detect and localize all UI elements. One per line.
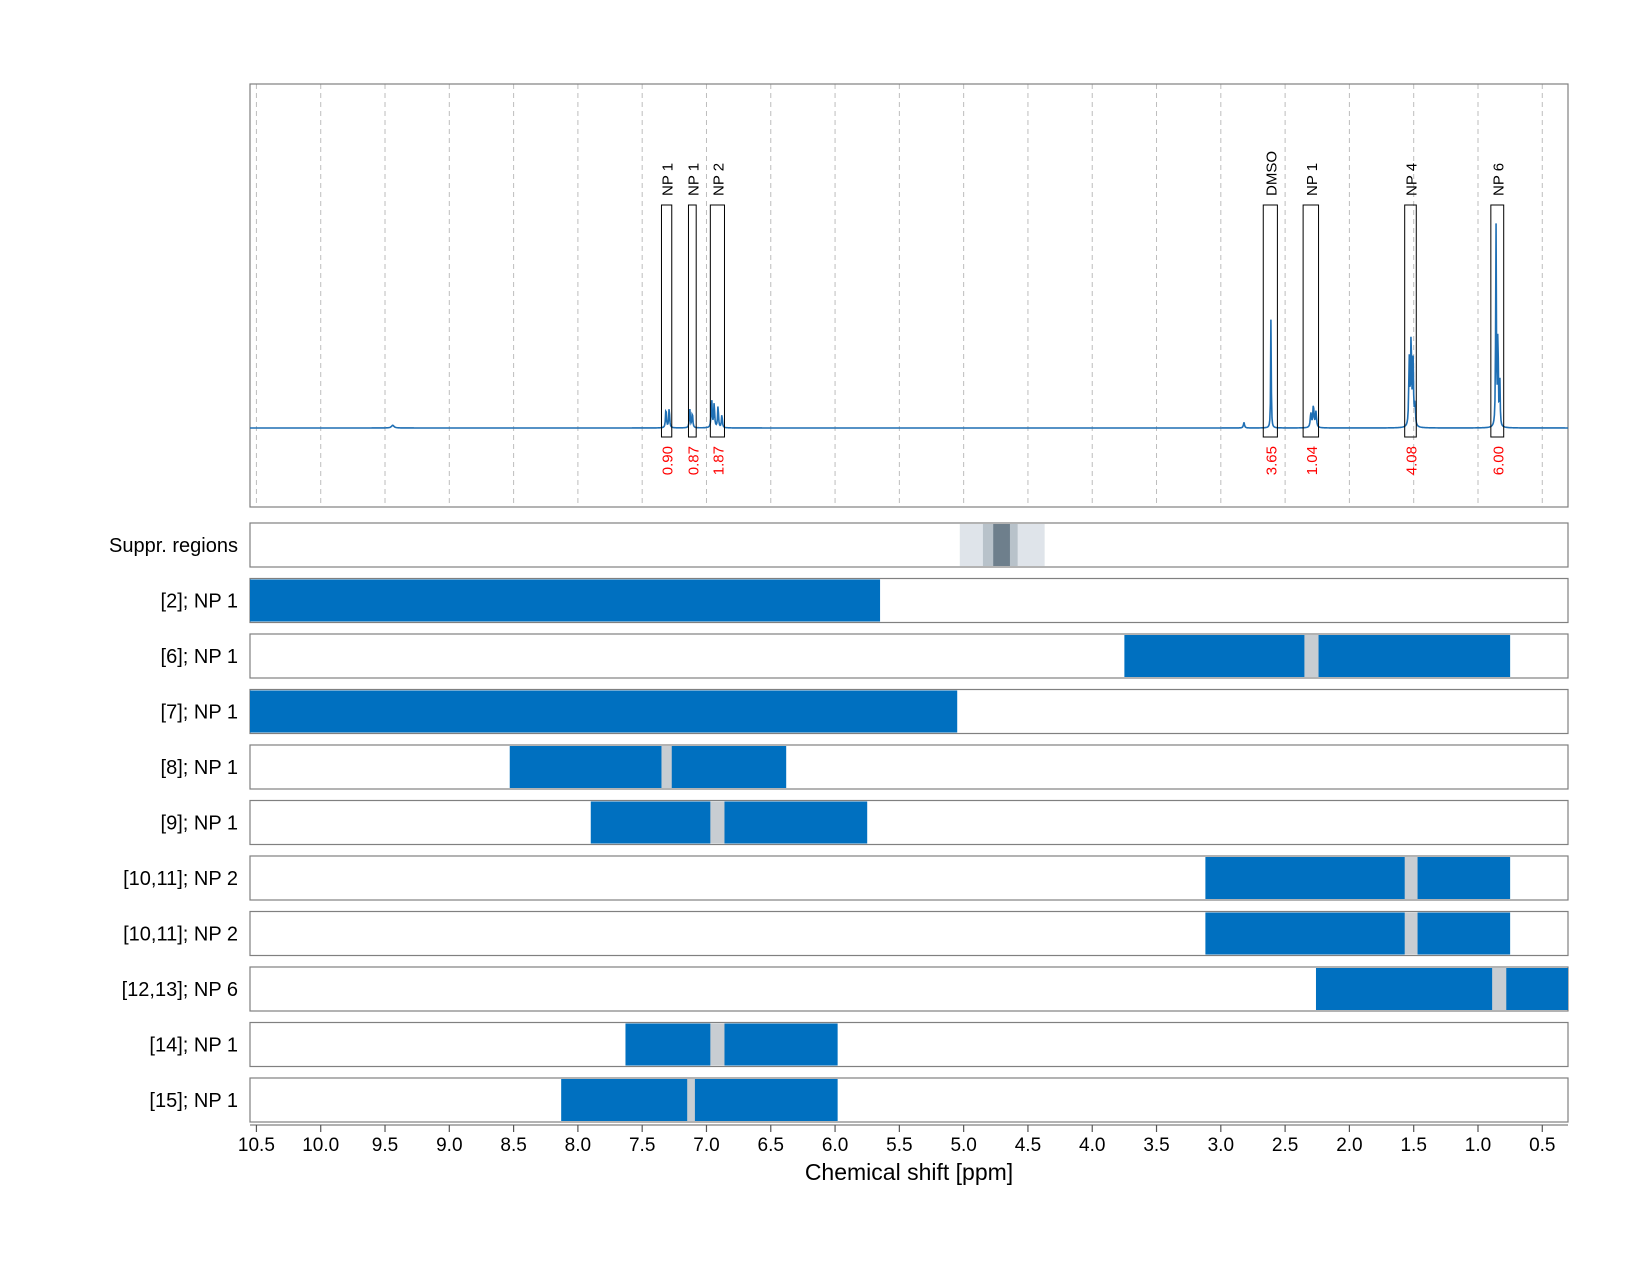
peak-region-label: NP 1: [685, 163, 702, 196]
range-bar: [250, 690, 958, 733]
peak-region-label: NP 1: [1304, 163, 1321, 196]
x-tick-label: 2.5: [1272, 1135, 1298, 1156]
x-tick-label: 3.0: [1208, 1135, 1234, 1156]
x-tick-label: 8.0: [565, 1135, 591, 1156]
range-gap: [1404, 857, 1418, 899]
row-label: Suppr. regions: [109, 535, 238, 557]
peak-region-label: NP 2: [710, 163, 727, 196]
range-gap: [1304, 635, 1319, 677]
x-tick-label: 9.5: [372, 1135, 398, 1156]
x-tick-label: 0.5: [1529, 1135, 1555, 1156]
peak-region-box: [709, 204, 725, 438]
range-bar: [1205, 857, 1511, 899]
integral-label: 1.87: [710, 446, 727, 475]
row-frame: [249, 1021, 1569, 1068]
x-tick-label: 5.5: [886, 1135, 912, 1156]
spectrum-frame: [249, 83, 1569, 508]
range-bar: [1205, 912, 1511, 955]
integral-label: 6.00: [1490, 446, 1507, 475]
peak-region-box: [1404, 204, 1417, 438]
range-gap: [661, 746, 672, 788]
x-tick-label: 6.5: [758, 1135, 784, 1156]
x-tick-label: 10.5: [238, 1135, 275, 1156]
x-tick-label: 8.5: [500, 1135, 526, 1156]
range-gap: [1404, 912, 1418, 955]
row-frame: [249, 799, 1569, 846]
row-label: [7]; NP 1: [161, 702, 238, 724]
x-tick-label: 9.0: [436, 1135, 462, 1156]
x-tick-label: 5.0: [950, 1135, 976, 1156]
integral-label: 3.65: [1263, 446, 1280, 475]
range-bar: [625, 1023, 838, 1066]
range-gap: [687, 1079, 695, 1121]
row-label: [9]; NP 1: [161, 813, 238, 835]
x-tick-label: 3.5: [1143, 1135, 1169, 1156]
row-label: [6]; NP 1: [161, 646, 238, 668]
row-frame: [249, 744, 1569, 790]
range-bar: [590, 801, 868, 844]
range-bar: [1315, 968, 1568, 1010]
peak-region-box: [660, 204, 673, 438]
x-tick-label: 7.5: [629, 1135, 655, 1156]
peak-region-label: DMSO: [1263, 151, 1280, 196]
row-label: [12,13]; NP 6: [122, 979, 238, 1001]
integral-label: 0.87: [685, 446, 702, 475]
row-label: [8]; NP 1: [161, 757, 238, 779]
integral-label: 1.04: [1304, 446, 1321, 475]
row-frame: [249, 522, 1569, 568]
x-axis-title: Chemical shift [ppm]: [805, 1159, 1013, 1185]
range-bar: [250, 579, 881, 622]
integral-label: 0.90: [660, 446, 677, 475]
x-tick-label: 7.0: [693, 1135, 719, 1156]
peak-region-box: [1302, 204, 1320, 438]
peak-region-label: NP 4: [1403, 163, 1420, 196]
x-tick-label: 4.0: [1079, 1135, 1105, 1156]
row-label: [2]; NP 1: [161, 591, 238, 613]
integral-label: 4.08: [1403, 446, 1420, 475]
x-tick-label: 10.0: [302, 1135, 339, 1156]
spectrum-line: [250, 223, 1568, 429]
peak-region-label: NP 6: [1490, 163, 1507, 196]
x-tick-label: 2.0: [1336, 1135, 1362, 1156]
row-label: [10,11]; NP 2: [123, 868, 238, 890]
range-gap: [1492, 968, 1507, 1010]
peak-region-label: NP 1: [660, 163, 677, 196]
x-tick-label: 1.0: [1465, 1135, 1491, 1156]
peak-region-box: [1490, 204, 1505, 438]
row-label: [15]; NP 1: [149, 1090, 238, 1112]
x-tick-label: 6.0: [822, 1135, 848, 1156]
spectrum-panel: NP 1 0.90 NP 1 0.87 NP 2 1.87 DMSO 3.65 NP 1 1.04…: [249, 83, 1569, 508]
row-label: [14]; NP 1: [149, 1035, 238, 1057]
range-bar: [509, 746, 787, 788]
range-gap: [710, 1023, 725, 1066]
x-axis: 10.5 10.0 9.5 9.0 8.5 8.0 7.5 7.0 6.5 6.0 5.5 5.0 4.…: [238, 1124, 1568, 1156]
grid-lines: [255, 84, 1543, 507]
peak-region-box: [1262, 204, 1278, 438]
range-rows: Suppr. regions [2]; NP 1 [6]; NP 1 [7]; NP …: [109, 522, 1569, 1123]
row-label: [10,11]; NP 2: [123, 924, 238, 946]
x-tick-label: 1.5: [1400, 1135, 1426, 1156]
x-tick-label: 4.5: [1015, 1135, 1041, 1156]
range-gap: [710, 801, 725, 844]
row-frame: [249, 1077, 1569, 1123]
peak-region-box: [687, 204, 697, 438]
range-bar: [561, 1079, 838, 1121]
suppression-band: [993, 524, 1010, 566]
